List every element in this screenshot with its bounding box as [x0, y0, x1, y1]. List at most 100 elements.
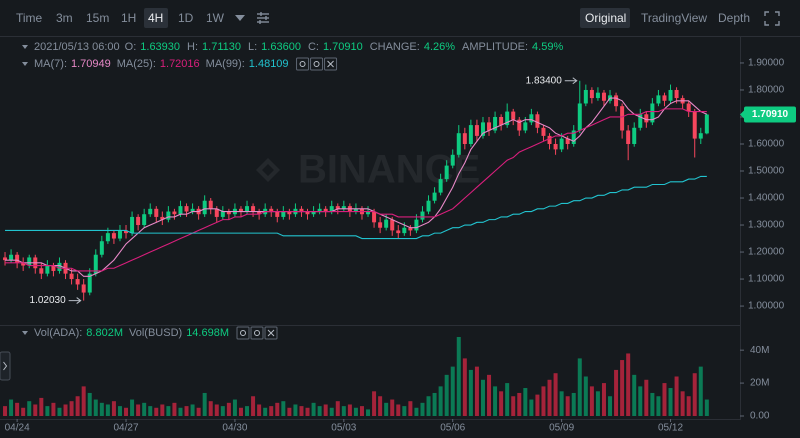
candle-body: [130, 216, 135, 234]
legend-field-label: H:: [187, 41, 198, 53]
candle-body: [335, 206, 340, 209]
candle-body: [632, 127, 637, 144]
volume-bar: [493, 386, 498, 416]
candle-body: [499, 116, 504, 126]
candle-body: [366, 211, 371, 215]
interval-tab[interactable]: Time: [16, 11, 43, 25]
volume-bar: [396, 404, 401, 416]
eye-glyph: [299, 61, 306, 67]
candle-body: [136, 216, 141, 226]
volume-bar: [553, 373, 558, 416]
candle-body: [650, 103, 655, 123]
interval-tab[interactable]: 15m: [86, 11, 109, 25]
vol-legend-name: Vol(BUSD): [129, 327, 182, 339]
last-price-label: 1.70910: [752, 109, 789, 120]
candle-body: [202, 200, 207, 215]
settings-icon[interactable]: [257, 12, 269, 24]
ma-gear-button[interactable]: [250, 326, 264, 340]
volume-bar: [468, 369, 473, 416]
interval-tab[interactable]: 1D: [178, 11, 194, 25]
volume-bar: [601, 383, 606, 416]
ma-eye-button[interactable]: [236, 326, 250, 340]
legend-field-label: C:: [308, 41, 319, 53]
candle-body: [51, 265, 56, 271]
volume-bar: [172, 402, 177, 416]
side-panel-arrow: [3, 361, 8, 371]
time-tick-label: 05/03: [331, 423, 356, 434]
interval-tab[interactable]: 4H: [148, 11, 163, 25]
candle-body: [172, 211, 177, 215]
volume-bar: [577, 358, 582, 416]
time-tick-label: 04/27: [114, 423, 139, 434]
volume-bar: [69, 401, 74, 416]
time-tick-label: 04/30: [222, 423, 247, 434]
candle-body: [69, 273, 74, 280]
candle-body: [39, 268, 44, 274]
candle-body: [124, 230, 129, 234]
volume-bar: [275, 402, 280, 416]
candle-body: [3, 257, 8, 261]
candle-body: [614, 95, 619, 107]
candle-body: [214, 208, 219, 217]
candle-body: [281, 211, 286, 217]
volume-bar: [208, 401, 213, 416]
ma-legend-value: 1.48109: [249, 58, 289, 70]
candle-body: [9, 254, 14, 261]
interval-tab[interactable]: 3m: [56, 11, 73, 25]
volume-bar: [27, 401, 32, 416]
legend-collapse[interactable]: [22, 45, 28, 49]
volume-bar: [408, 401, 413, 416]
candle-body: [402, 227, 407, 234]
vol-legend-collapse[interactable]: [22, 331, 28, 335]
ma-legend-collapse[interactable]: [22, 62, 28, 66]
ma-legend-value: 1.72016: [160, 58, 200, 70]
volume-bar: [111, 401, 116, 416]
volume-bar: [505, 383, 510, 416]
volume-bar: [226, 402, 231, 416]
interval-tab[interactable]: 1H: [121, 11, 136, 25]
candle-body: [595, 92, 600, 99]
ma-close-button[interactable]: [264, 326, 278, 340]
candle-body: [87, 273, 92, 293]
view-tab[interactable]: Original: [585, 11, 626, 25]
view-tab[interactable]: Depth: [718, 11, 750, 25]
candle-body: [674, 89, 679, 99]
candle-body: [644, 114, 649, 123]
price-tick-label: 1.90000: [748, 58, 785, 69]
ma-eye-button[interactable]: [296, 57, 310, 71]
interval-dropdown[interactable]: [235, 15, 245, 21]
interval-tab[interactable]: 1W: [206, 11, 225, 25]
volume-bar: [124, 407, 129, 416]
volume-bar: [571, 392, 576, 416]
volume-bar: [372, 391, 377, 416]
view-active-bg: [580, 8, 630, 28]
price-tick-label: 1.80000: [748, 85, 785, 96]
ma-gear-button[interactable]: [310, 57, 324, 71]
view-tab[interactable]: TradingView: [641, 11, 707, 25]
volume-bar: [347, 404, 352, 416]
candle-body: [686, 103, 691, 112]
candle-body: [583, 89, 588, 104]
candle-body: [468, 125, 473, 144]
price-tick-label: 1.50000: [748, 166, 785, 177]
fullscreen-icon[interactable]: [764, 11, 780, 26]
ma-close-button[interactable]: [324, 57, 338, 71]
volume-bar: [196, 407, 201, 416]
side-panel-toggle[interactable]: [0, 351, 11, 381]
legend-field-label: O:: [125, 41, 137, 53]
volume-bar: [190, 404, 195, 416]
volume-bar: [704, 399, 709, 416]
candle-body: [559, 138, 564, 150]
time-tick-label: 05/12: [658, 423, 683, 434]
volume-bar: [359, 406, 364, 416]
legend-field-label: CHANGE:: [370, 41, 420, 53]
volume-bar: [21, 407, 26, 416]
candle-body: [287, 211, 292, 215]
candle-body: [257, 211, 262, 215]
volume-bar: [535, 394, 540, 416]
volume-bar: [15, 402, 20, 416]
legend-field-label: AMPLITUDE:: [462, 41, 528, 53]
volume-bar: [426, 396, 431, 416]
candle-body: [601, 92, 606, 101]
candle-body: [208, 200, 213, 209]
